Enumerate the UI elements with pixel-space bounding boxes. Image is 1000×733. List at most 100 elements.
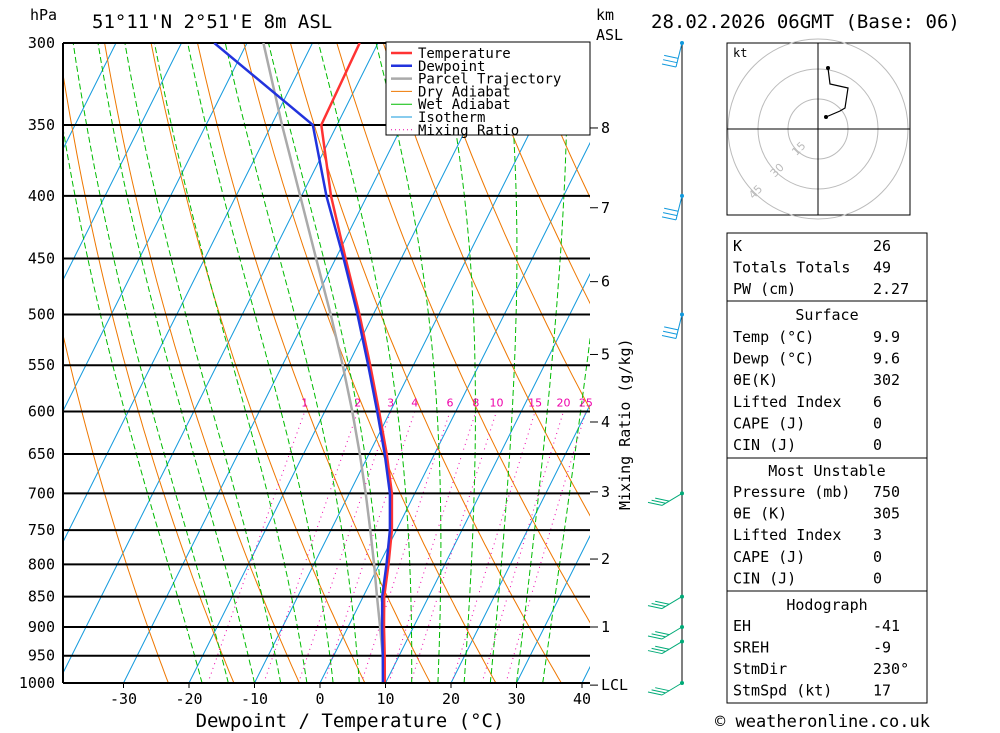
- wet-adiabat-line: [97, 43, 255, 683]
- x-tick-label: -10: [241, 690, 268, 708]
- wet-adiabat-line: [489, 43, 518, 683]
- parcel-trajectory-line: [262, 43, 387, 683]
- km-tick-label: 5: [601, 345, 610, 363]
- mixing-ratio-labels: 1 2 3 4 6 8 10 15 20 25: [301, 396, 593, 409]
- hodograph-start-dot: [824, 115, 828, 119]
- x-tick-label: 30: [507, 690, 525, 708]
- wind-barb-feather: [647, 650, 663, 655]
- hodograph-table-box: [726, 590, 928, 704]
- datetime-title: 28.02.2026 06GMT (Base: 06): [651, 11, 960, 33]
- surface-box: [726, 300, 928, 459]
- most-unstable-title: Most Unstable: [768, 462, 885, 480]
- wind-barb-feather: [655, 497, 670, 502]
- wind-barb-feather: [655, 631, 670, 636]
- wind-barb: [661, 42, 683, 68]
- table-row-value: 302: [873, 371, 900, 389]
- table-row-label: θE(K): [733, 371, 778, 389]
- dry-adiabat-line: [336, 43, 590, 624]
- sounding-profiles: [213, 43, 394, 683]
- mixing-ratio-line: [481, 411, 564, 683]
- x-tick-label: 40: [573, 690, 591, 708]
- isotherm-line: [450, 403, 590, 683]
- legend-box: [385, 41, 591, 136]
- wind-barb-feather: [662, 212, 678, 217]
- most-unstable-table: Most Unstable Pressure (mb) 750 θE (K) 305 L…: [726, 457, 928, 592]
- pressure-tick-label: 700: [28, 484, 55, 502]
- wind-barb: [647, 626, 683, 640]
- table-row-label: PW (cm): [733, 280, 796, 298]
- table-row-label: StmDir: [733, 660, 787, 678]
- legend-label: Dry Adiabat: [418, 84, 511, 100]
- table-row-label: θE (K): [733, 505, 787, 523]
- pressure-tick-label: 1000: [19, 674, 55, 692]
- wind-barb: [647, 596, 683, 610]
- mixing-ratio-value-label: 25: [579, 396, 593, 409]
- km-tick-label: LCL: [601, 676, 628, 694]
- km-tick-label: 6: [601, 273, 610, 291]
- table-row-label: CAPE (J): [733, 414, 805, 432]
- isotherm-line: [319, 141, 590, 683]
- isotherm-line: [188, 43, 510, 683]
- table-row-value: 0: [873, 548, 882, 566]
- km-tick-label: 3: [601, 483, 610, 501]
- wind-barb-feather: [661, 335, 677, 340]
- km-tick-label: 1: [601, 618, 610, 636]
- table-row-value: 0: [873, 569, 882, 587]
- wet-adiabat-line: [187, 43, 334, 683]
- dry-adiabat-line: [475, 43, 590, 305]
- wind-barb-feather: [655, 600, 670, 605]
- hodograph-unit: kt: [733, 46, 747, 60]
- isotherm-line: [63, 43, 248, 413]
- hodograph-table: Hodograph EH -41 SREH -9 StmDir 230° StmSpd (k…: [726, 590, 928, 704]
- mixing-ratio-value-label: 2: [354, 396, 361, 409]
- pressure-tick-label: 800: [28, 555, 55, 573]
- axes: 3003504004505005506006507007508008509009…: [19, 34, 628, 732]
- wind-barb-feather: [664, 207, 679, 212]
- table-row-value: 49: [873, 259, 891, 277]
- pressure-tick-label: 350: [28, 116, 55, 134]
- isotherm-line: [123, 43, 444, 683]
- table-row-value: 6: [873, 393, 882, 411]
- km-tick-label: 4: [601, 413, 610, 431]
- isotherm-line: [254, 43, 575, 683]
- table-row-label: Lifted Index: [733, 526, 841, 544]
- legend-label: Isotherm: [418, 110, 485, 126]
- table-row-label: CAPE (J): [733, 548, 805, 566]
- km-tick-label: 2: [601, 550, 610, 568]
- pressure-tick-label: 600: [28, 402, 55, 420]
- isotherm-line: [63, 43, 117, 151]
- dewpoint-line: [213, 43, 392, 683]
- km-tick-label: 8: [601, 119, 610, 137]
- table-row-value: 2.27: [873, 280, 909, 298]
- legend-label: Wet Adiabat: [418, 97, 511, 113]
- wind-barb-staff: [675, 195, 683, 221]
- table-row-label: StmSpd (kt): [733, 682, 832, 700]
- wet-adiabat-line: [318, 43, 413, 683]
- table-row-label: CIN (J): [733, 436, 796, 454]
- table-row-label: Pressure (mb): [733, 483, 850, 501]
- x-tick-label: 0: [315, 690, 324, 708]
- indices-table: K 26 Totals Totals 49 PW (cm) 2.27: [726, 232, 928, 302]
- pressure-tick-label: 950: [28, 647, 55, 665]
- wet-adiabat-line: [63, 125, 203, 683]
- wind-barb-feather: [651, 602, 666, 607]
- pressure-tick-label: 750: [28, 521, 55, 539]
- dry-adiabat-line: [941, 43, 1000, 683]
- wet-adiabat-line: [72, 43, 229, 683]
- pressure-tick-label: 650: [28, 445, 55, 463]
- table-row-label: CIN (J): [733, 569, 796, 587]
- wind-barb-feather: [662, 330, 678, 335]
- table-row-label: Dewp (°C): [733, 350, 814, 368]
- wind-barb: [647, 641, 683, 655]
- table-row-label: Totals Totals: [733, 259, 850, 277]
- wind-barb-feather: [651, 647, 666, 652]
- isotherm-line: [63, 43, 379, 675]
- wind-barb-feather: [664, 54, 679, 59]
- pressure-unit: hPa: [30, 6, 57, 24]
- x-tick-label: 20: [442, 690, 460, 708]
- mixing-ratio-value-label: 20: [556, 396, 570, 409]
- isotherm-line: [516, 534, 590, 683]
- pressure-tick-label: 850: [28, 588, 55, 606]
